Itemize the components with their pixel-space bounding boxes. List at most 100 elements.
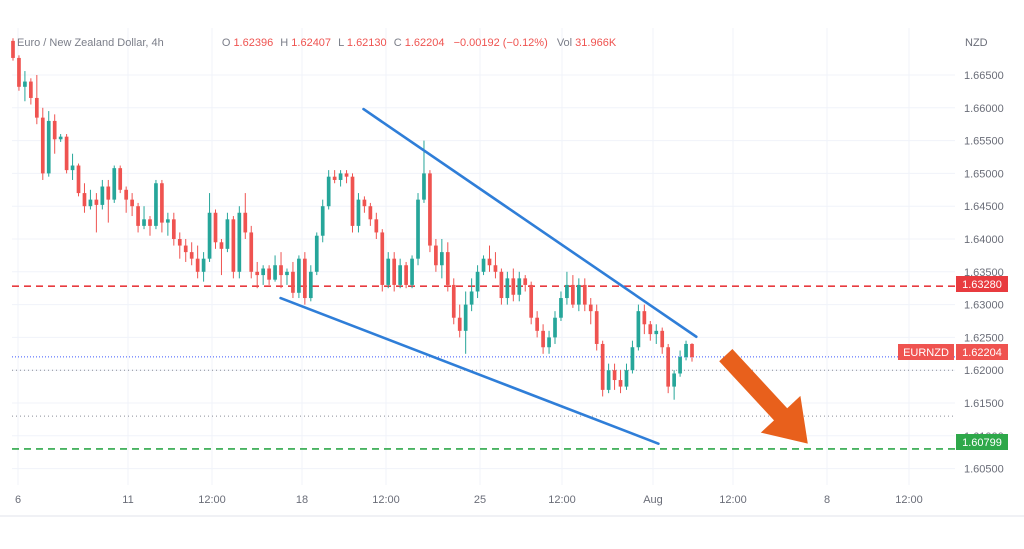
price-tick-label: 1.63500 [964,267,1004,279]
candle-body [279,265,283,276]
candle-body [231,219,236,272]
candle-body [576,284,581,305]
resistance-badge: 1.63280 [956,276,1008,292]
candle-body [40,117,45,174]
time-tick-label: 12:00 [719,494,747,506]
candle-body [219,242,224,249]
candle-body [314,235,319,272]
candle-body [618,380,623,387]
candle-body [136,206,140,226]
candle-body [606,370,611,390]
projection-arrow-layer [719,349,808,444]
candle-body [17,57,21,87]
candle-body [88,199,93,207]
candle-body [285,271,289,276]
support-badge: 1.60799 [956,434,1008,450]
candle-body [171,219,176,239]
price-tick-label: 1.64000 [964,234,1004,246]
time-tick-label: 6 [15,494,21,506]
candle-body [160,183,164,223]
candle-body [451,284,456,318]
candle-body [118,168,123,190]
candle-body [511,278,516,295]
candle-body [445,252,450,285]
candle-body [344,173,349,177]
candle-body [624,370,629,387]
low-label: L [338,37,344,49]
symbol-title: Euro / New Zealand Dollar, 4h [17,37,164,49]
header-legend: Euro / New Zealand Dollar, 4h O 1.62396 … [17,37,617,49]
candle-body [249,232,254,272]
price-tick-label: 1.61500 [964,398,1004,410]
candle-body [553,317,557,338]
candle-body [303,258,307,299]
candle-body [124,189,129,200]
candle-body [660,330,665,348]
candle-body [195,258,200,272]
close-value: 1.62204 [405,37,445,49]
candle-body [636,311,641,348]
grid-layer [12,28,955,485]
candle-body [672,373,676,387]
candle-body [571,284,575,305]
high-value: 1.62407 [291,37,331,49]
candle-body [541,330,545,348]
candle-body [326,176,331,207]
candle-body [547,337,551,348]
candle-body [332,176,337,180]
candle-body [148,219,152,226]
candle-body [112,168,117,200]
low-value: 1.62130 [347,37,387,49]
symbol-badge-text: EURNZD [903,347,949,359]
time-tick-label: 12:00 [372,494,400,506]
projection-arrow [719,349,808,444]
candle-body [565,284,569,299]
currency-label: NZD [965,37,988,49]
candle-body [457,317,462,331]
price-tick-label: 1.62500 [964,332,1004,344]
trendline-upper [362,107,698,339]
change-value: −0.00192 (−0.12%) [454,37,548,49]
candle-body [582,284,587,305]
candle-body [82,193,87,207]
candle-body [422,173,426,200]
time-tick-label: 12:00 [895,494,923,506]
candle-body [481,258,486,272]
candle-layer [11,38,694,400]
price-tick-label: 1.65000 [964,168,1004,180]
candle-body [463,304,468,331]
candle-body [154,183,158,226]
trendline-layer [279,107,698,445]
time-tick-label: 12:00 [198,494,226,506]
candle-body [523,278,528,285]
candle-body [439,252,444,266]
candle-body [690,343,694,358]
candle-body [76,165,81,194]
candle-body [29,81,33,98]
candle-body [106,186,111,200]
candle-body [297,258,301,293]
price-tick-label: 1.60500 [964,464,1004,476]
candle-body [505,278,510,299]
candle-body [428,173,432,246]
candle-body [386,258,391,285]
price-tick-label: 1.64500 [964,201,1004,213]
open-label: O [222,37,231,49]
volume-value: 31.966K [575,37,617,49]
candle-body [183,245,188,253]
candle-body [166,219,170,223]
candle-body [58,136,63,140]
candle-body [46,120,51,174]
candle-body [380,232,385,285]
candle-body [392,258,397,285]
time-tick-label: 25 [474,494,486,506]
candle-body [320,206,325,236]
candle-body [362,199,367,207]
candle-body [34,97,39,118]
close-label: C [394,37,402,49]
time-tick-label: 11 [122,494,133,506]
candle-body [499,271,504,299]
